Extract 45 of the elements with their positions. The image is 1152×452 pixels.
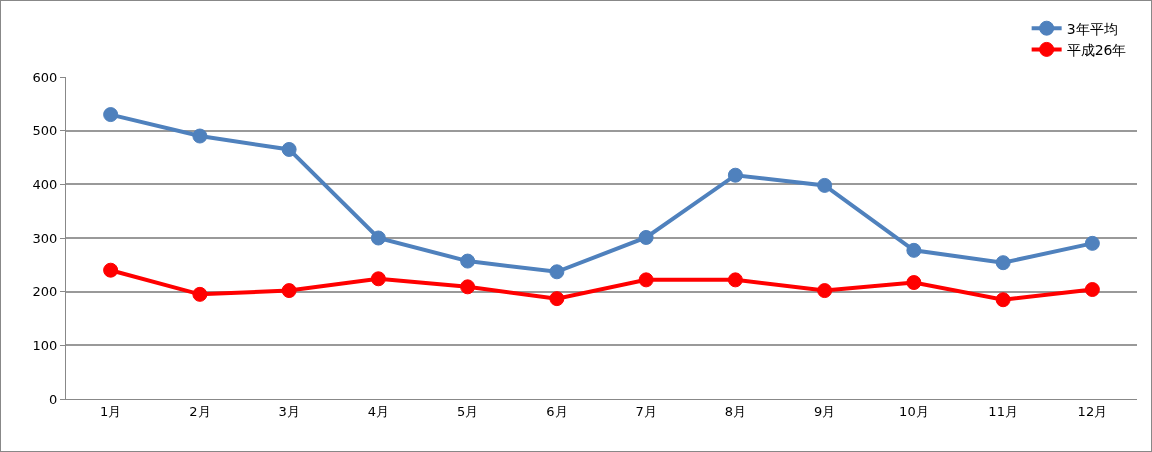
point (817, 283, 833, 299)
x-tick-label: 3月 (278, 403, 300, 419)
legend-label: 3年平均 (1066, 20, 1118, 37)
point (995, 292, 1011, 308)
point (549, 291, 565, 307)
y-tick-label: 0 (49, 391, 58, 407)
x-tick-label: 7月 (635, 403, 657, 419)
point (192, 286, 208, 302)
x-tick-label: 2月 (189, 403, 211, 419)
x-tick-label: 1月 (99, 403, 122, 419)
point (460, 279, 476, 295)
point (638, 229, 654, 245)
x-tick-label: 8月 (724, 403, 747, 419)
x-tick-label: 12月 (1077, 403, 1108, 419)
point (370, 230, 386, 246)
x-tick-label: 5月 (456, 403, 479, 419)
y-tick-label: 500 (32, 123, 58, 139)
x-tick-label: 11月 (988, 403, 1018, 419)
y-tick-label: 100 (32, 337, 58, 353)
point (906, 275, 922, 291)
point (727, 272, 743, 288)
x-tick-label: 10月 (899, 403, 929, 419)
point (638, 272, 654, 288)
y-tick-label: 400 (32, 176, 58, 192)
point (1084, 235, 1100, 251)
legend-label: 平成26年 (1066, 41, 1127, 58)
x-tick-label: 6月 (546, 403, 568, 419)
point (727, 167, 743, 183)
point (103, 262, 119, 278)
point (281, 283, 297, 299)
x-tick-label: 4月 (367, 403, 390, 419)
point (549, 264, 565, 280)
point (103, 107, 119, 123)
point (370, 271, 386, 287)
point (817, 177, 833, 193)
point (281, 141, 297, 157)
point (1084, 282, 1100, 298)
point (906, 242, 922, 258)
y-tick-label: 600 (32, 69, 58, 85)
y-tick-label: 200 (32, 284, 58, 300)
x-tick-label: 9月 (813, 403, 836, 419)
point (995, 255, 1011, 271)
point (460, 253, 476, 269)
point (192, 128, 208, 144)
y-tick-label: 300 (32, 230, 58, 246)
